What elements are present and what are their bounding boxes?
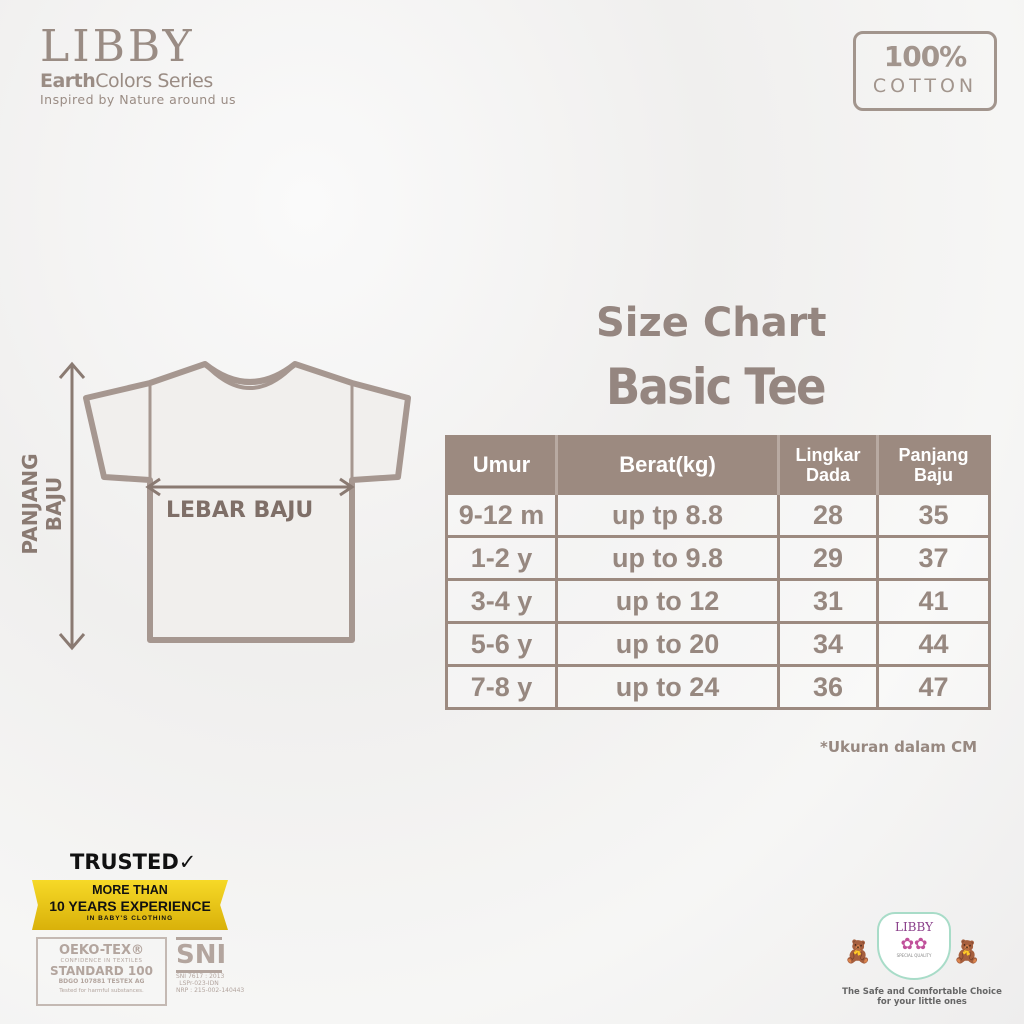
libby-badge-quality: SPECIAL QUALITY	[896, 953, 932, 958]
unit-note: *Ukuran dalam CM	[820, 738, 978, 756]
length-label: PANJANG BAJU	[18, 453, 66, 555]
cell-chest: 36	[777, 664, 879, 710]
oeko-standard: STANDARD 100	[50, 964, 153, 978]
cell-age: 7-8 y	[445, 664, 558, 710]
cell-age: 5-6 y	[445, 621, 558, 667]
cell-age: 9-12 m	[445, 492, 558, 538]
length-arrow-icon	[58, 361, 86, 651]
trusted-text: TRUSTED	[70, 850, 179, 874]
trusted-label: TRUSTED✓	[70, 850, 196, 875]
oeko-title: OEKO-TEX®	[59, 943, 144, 958]
brand-logo: LIBBY EarthColors Series Inspired by Nat…	[40, 21, 237, 108]
cell-chest: 28	[777, 492, 879, 538]
cell-weight: up to 12	[555, 578, 780, 624]
brand-tagline: Inspired by Nature around us	[40, 92, 237, 107]
libby-badge-name: LIBBY	[894, 920, 934, 934]
sni-logo: SNI	[176, 937, 226, 973]
oeko-tested: Tested for harmful substances.	[59, 988, 144, 994]
slogan-line2: for your little ones	[877, 997, 967, 1007]
cell-length: 47	[876, 664, 991, 710]
header-chest: Lingkar Dada	[777, 436, 878, 494]
cell-weight: up to 20	[555, 621, 780, 667]
table-row: 5-6 y up to 20 34 44	[445, 621, 991, 667]
sni-nrp: NRP : 215-002-140443	[176, 987, 245, 994]
cell-age: 1-2 y	[445, 535, 558, 581]
slogan-line1: The Safe and Comfortable Choice	[842, 987, 1002, 997]
teddy-bear-icon: 🧸	[844, 940, 872, 965]
banner-line1: MORE THAN	[92, 883, 168, 897]
cotton-label: COTTON	[872, 75, 978, 97]
width-label: LEBAR BAJU	[166, 498, 314, 523]
series-bold: Earth	[40, 70, 96, 92]
sni-lspr: LSPr-023-IDN	[179, 980, 219, 987]
flower-icon: ✿✿	[900, 934, 928, 953]
cell-weight: up to 9.8	[555, 535, 780, 581]
header-length: Panjang Baju	[876, 436, 990, 494]
product-title: Basic Tee	[606, 358, 827, 416]
cell-length: 44	[876, 621, 991, 667]
size-chart-title: Size Chart	[596, 300, 827, 346]
tshirt-icon	[83, 361, 411, 643]
header-weight: Berat(kg)	[555, 436, 779, 494]
cell-length: 35	[876, 492, 991, 538]
slogan: The Safe and Comfortable Choice for your…	[820, 987, 1024, 1007]
libby-quality-badge: LIBBY ✿✿ SPECIAL QUALITY	[877, 912, 951, 980]
cell-chest: 29	[777, 535, 879, 581]
tshirt-diagram	[58, 361, 411, 651]
experience-banner: MORE THAN 10 YEARS EXPERIENCE IN BABY'S …	[32, 880, 228, 930]
oeko-sub: CONFIDENCE IN TEXTILES	[60, 958, 143, 964]
checkmark-icon: ✓	[178, 850, 197, 874]
cell-length: 37	[876, 535, 991, 581]
oeko-code: BDGO 107881 TESTEX AG	[58, 978, 145, 985]
size-table: Umur Berat(kg) Lingkar Dada Panjang Baju…	[445, 435, 991, 710]
table-row: 9-12 m up tp 8.8 28 35	[445, 492, 991, 538]
table-row: 1-2 y up to 9.8 29 37	[445, 535, 991, 581]
cell-chest: 31	[777, 578, 879, 624]
brand-series: EarthColors Series	[40, 70, 236, 92]
banner-line2: 10 YEARS EXPERIENCE	[49, 898, 211, 914]
cotton-badge: 100% COTTON	[853, 31, 997, 111]
cell-weight: up tp 8.8	[555, 492, 780, 538]
sni-code: SNI 7617 : 2013	[176, 973, 225, 980]
sni-badge: SNI SNI 7617 : 2013 LSPr-023-IDN NRP : 2…	[176, 937, 245, 994]
banner-line3: IN BABY'S CLOTHING	[86, 915, 174, 922]
cell-weight: up to 24	[555, 664, 780, 710]
series-rest: Colors Series	[95, 70, 213, 92]
teddy-bear-icon: 🧸	[953, 940, 981, 965]
cell-length: 41	[876, 578, 991, 624]
oeko-tex-badge: OEKO-TEX® CONFIDENCE IN TEXTILES STANDAR…	[36, 937, 167, 1006]
width-arrow-icon	[145, 477, 355, 497]
table-row: 3-4 y up to 12 31 41	[445, 578, 991, 624]
cotton-percent: 100%	[883, 40, 968, 73]
cell-age: 3-4 y	[445, 578, 558, 624]
cell-chest: 34	[777, 621, 879, 667]
table-row: 7-8 y up to 24 36 47	[445, 664, 991, 710]
brand-name: LIBBY	[40, 21, 195, 72]
header-age: Umur	[446, 436, 557, 494]
table-header: Umur Berat(kg) Lingkar Dada Panjang Baju	[446, 436, 990, 494]
